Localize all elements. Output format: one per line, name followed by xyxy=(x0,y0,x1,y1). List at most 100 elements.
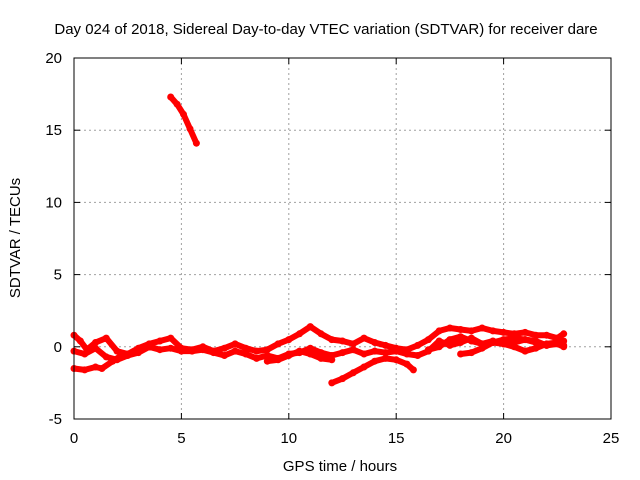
y-tick-label: 20 xyxy=(45,50,62,67)
data-point xyxy=(478,344,486,352)
data-point xyxy=(317,330,325,338)
data-point xyxy=(457,333,465,341)
data-point xyxy=(102,353,110,361)
data-point xyxy=(532,344,540,352)
data-point xyxy=(192,139,200,147)
data-point xyxy=(382,349,389,357)
data-point xyxy=(446,336,454,344)
data-point xyxy=(76,337,84,345)
data-point xyxy=(145,343,153,351)
data-point xyxy=(186,125,194,133)
data-point xyxy=(467,349,475,357)
data-point xyxy=(510,334,518,342)
data-point xyxy=(242,344,250,352)
data-point xyxy=(180,110,187,118)
data-point xyxy=(349,340,357,348)
data-point xyxy=(263,346,271,354)
data-point xyxy=(263,357,271,365)
data-point xyxy=(457,350,465,358)
data-point xyxy=(349,369,357,377)
data-point xyxy=(102,334,110,342)
data-point xyxy=(382,341,389,349)
y-tick-label: 10 xyxy=(45,194,62,211)
data-point xyxy=(382,354,389,362)
data-point xyxy=(296,347,303,355)
data-point xyxy=(167,93,175,101)
data-point xyxy=(263,352,271,359)
data-point xyxy=(231,340,239,348)
data-point xyxy=(199,346,207,354)
data-point xyxy=(435,327,443,335)
data-point xyxy=(467,337,475,345)
data-point xyxy=(360,363,368,371)
data-point xyxy=(156,346,164,354)
data-point xyxy=(521,347,529,355)
y-tick-label: 5 xyxy=(54,267,62,284)
data-point xyxy=(521,336,529,344)
data-point xyxy=(349,346,357,354)
data-point xyxy=(392,347,400,355)
data-point xyxy=(220,344,228,352)
data-point xyxy=(560,330,568,338)
data-point xyxy=(81,350,89,358)
data-point xyxy=(113,347,121,355)
x-tick-label: 20 xyxy=(495,430,512,447)
data-point xyxy=(409,366,417,374)
data-point xyxy=(424,346,432,354)
data-point xyxy=(173,100,181,108)
data-point xyxy=(457,326,465,333)
data-point xyxy=(81,366,89,374)
data-point xyxy=(285,336,293,344)
data-point xyxy=(435,343,443,351)
data-point xyxy=(424,336,432,344)
data-point xyxy=(274,340,282,348)
data-point xyxy=(156,337,164,345)
data-point xyxy=(242,350,250,358)
data-point xyxy=(360,350,368,358)
data-point xyxy=(124,352,132,359)
y-tick-label: -5 xyxy=(49,411,62,428)
data-point xyxy=(500,328,508,336)
x-tick-label: 10 xyxy=(280,430,297,447)
data-point xyxy=(306,350,314,358)
data-point xyxy=(360,334,368,342)
data-point xyxy=(210,349,218,357)
data-point xyxy=(532,339,540,346)
data-point xyxy=(478,324,486,332)
data-point xyxy=(177,347,185,355)
data-point xyxy=(328,379,336,387)
data-point xyxy=(532,331,540,339)
data-point xyxy=(92,363,99,371)
y-tick-label: 0 xyxy=(54,339,62,356)
data-point xyxy=(167,334,175,342)
data-point xyxy=(117,352,125,359)
data-point xyxy=(109,357,117,365)
data-point xyxy=(339,375,346,383)
data-point xyxy=(339,337,346,345)
plot-frame xyxy=(73,57,612,420)
y-axis-label: SDTVAR / TECUs xyxy=(7,178,24,298)
data-point xyxy=(188,347,196,355)
data-point xyxy=(392,356,400,364)
x-tick-label: 15 xyxy=(388,430,405,447)
data-point xyxy=(457,339,465,346)
data-point xyxy=(543,341,551,349)
data-point xyxy=(489,339,497,346)
data-point xyxy=(521,328,529,336)
data-point xyxy=(510,343,518,351)
data-point xyxy=(446,324,454,332)
data-point xyxy=(403,360,411,368)
data-point xyxy=(220,352,228,359)
axis-ticks: 0 5 10 15 20 25 -5 0 5 10 15 20 xyxy=(45,50,619,447)
data-point xyxy=(553,339,561,346)
data-point xyxy=(560,337,568,345)
data-point xyxy=(306,323,314,331)
data-point xyxy=(467,327,475,335)
data-point xyxy=(328,356,336,364)
data-point xyxy=(274,356,282,364)
data-point xyxy=(231,347,239,355)
data-point xyxy=(296,330,303,338)
data-point xyxy=(92,344,99,352)
data-point xyxy=(339,349,346,357)
